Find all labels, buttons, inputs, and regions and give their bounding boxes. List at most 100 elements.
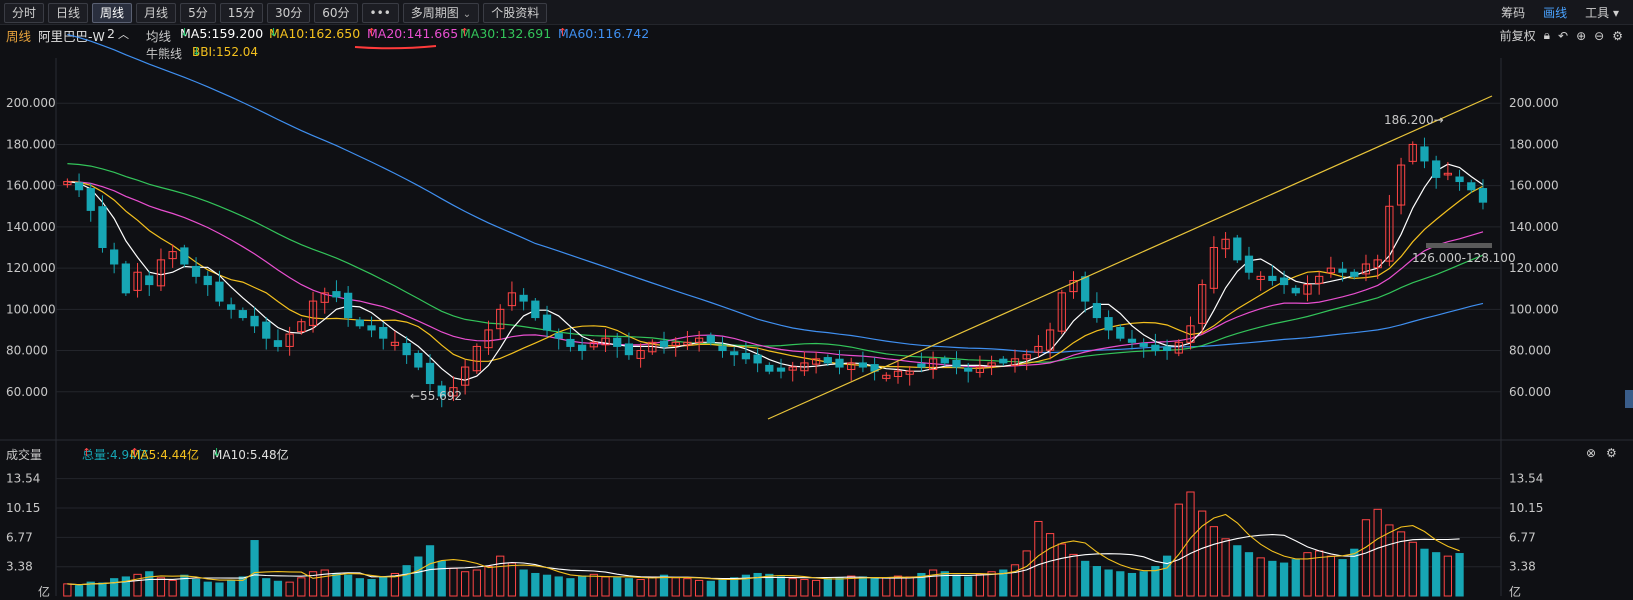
candle-body <box>262 321 271 339</box>
tab-monthly[interactable]: 月线 <box>136 3 177 23</box>
volume-bar <box>893 575 903 597</box>
candle-body <box>706 335 715 343</box>
tab-multi-period[interactable]: 多周期图 ⌄ <box>402 3 480 23</box>
volume-bar <box>1162 555 1172 597</box>
volume-bar <box>519 569 528 597</box>
candle-body <box>355 319 364 327</box>
volume-tick-left: 3.38 <box>6 560 33 574</box>
candle-body <box>1069 279 1078 293</box>
volume-bar <box>1408 541 1417 597</box>
volume-bar <box>1361 519 1371 597</box>
candle-body <box>390 341 400 346</box>
volume-bar <box>589 573 598 597</box>
volume-bar <box>659 574 669 597</box>
tab-more[interactable]: ••• <box>361 3 399 23</box>
candle-body <box>928 358 938 371</box>
price-tick-right: 80.000 <box>1509 344 1551 358</box>
volume-bar <box>238 576 247 597</box>
tab-15min[interactable]: 15分 <box>219 3 263 23</box>
volume-bar <box>1022 550 1031 597</box>
volume-bar <box>1268 560 1277 597</box>
candle-body <box>1116 326 1125 339</box>
volume-bar <box>332 572 341 597</box>
volume-bar <box>344 574 353 597</box>
chevron-up-icon[interactable]: ︿ <box>118 28 129 41</box>
tab-30min[interactable]: 30分 <box>266 3 311 23</box>
candle-body <box>1092 303 1102 319</box>
adjust-mode[interactable]: 前复权 <box>1499 29 1536 43</box>
candle-body <box>905 370 914 375</box>
candle-body <box>180 247 189 265</box>
ma10-line <box>67 180 1484 369</box>
price-tick-left: 180.000 <box>6 137 56 151</box>
ma20-line <box>67 180 1484 368</box>
volume-bar <box>800 579 809 597</box>
volume-bar <box>1104 569 1113 597</box>
candle-body <box>227 304 236 310</box>
volume-bar <box>1057 543 1066 597</box>
settings-icon[interactable]: ⚙ <box>1612 28 1623 43</box>
candle-body <box>1034 345 1043 353</box>
candle-body <box>484 329 493 349</box>
candle-body <box>344 292 353 319</box>
close-icon[interactable]: ⊗ <box>1586 446 1597 460</box>
undo-icon[interactable]: ↶ <box>1558 28 1569 43</box>
tab-daily[interactable]: 日线 <box>48 3 89 23</box>
volume-bar <box>1151 566 1160 597</box>
chips-button[interactable]: 筹码 <box>1501 6 1526 20</box>
tab-60min[interactable]: 60分 <box>314 3 358 23</box>
volume-bar <box>1350 548 1359 597</box>
price-tick-left: 80.000 <box>6 344 48 358</box>
candle-body <box>332 291 341 298</box>
volume-bar <box>1443 555 1452 597</box>
candle-body <box>215 281 224 302</box>
candle-body <box>683 341 692 346</box>
ma-label: 均线 <box>146 29 172 44</box>
candle-body <box>858 362 868 368</box>
candle-body <box>893 370 903 378</box>
volume-bar <box>98 582 107 597</box>
candle-body <box>1022 354 1031 360</box>
volume-bar <box>191 579 201 597</box>
volume-bar <box>133 573 142 597</box>
volume-bar <box>624 578 634 597</box>
volume-bar <box>823 578 832 597</box>
price-tick-right: 60.000 <box>1509 385 1551 399</box>
candle-body <box>1291 287 1300 294</box>
volume-bar <box>1010 564 1020 597</box>
candle-body <box>1186 325 1195 343</box>
draw-line-button[interactable]: 画线 <box>1543 6 1568 20</box>
candle-body <box>542 314 552 331</box>
volume-bar <box>285 581 294 597</box>
candle-body <box>917 363 926 368</box>
tab-intraday[interactable]: 分时 <box>4 3 45 23</box>
zoom-out-icon[interactable]: ⊖ <box>1594 28 1605 43</box>
candle-body <box>577 344 587 352</box>
zoom-in-icon[interactable]: ⊕ <box>1576 28 1587 43</box>
candle-body <box>250 315 259 327</box>
tab-5min[interactable]: 5分 <box>180 3 216 23</box>
candle-body <box>1244 255 1254 273</box>
candle-body <box>121 263 130 294</box>
volume-bar <box>110 578 119 597</box>
volume-bar <box>449 567 458 597</box>
candle-body <box>531 300 540 319</box>
scroll-handle[interactable] <box>1625 390 1633 408</box>
tab-weekly[interactable]: 周线 <box>92 3 133 23</box>
candle-body <box>86 188 95 211</box>
candle-body <box>1467 182 1476 191</box>
settings-icon[interactable]: ⚙ <box>1606 446 1617 460</box>
candle-body <box>1256 275 1265 280</box>
candle-body <box>601 337 610 346</box>
price-tick-right: 180.000 <box>1509 137 1559 151</box>
candle-body <box>285 333 294 347</box>
candle-body <box>1127 338 1137 343</box>
candle-body <box>1455 176 1464 183</box>
tab-stock-info[interactable]: 个股资料 <box>483 3 548 23</box>
volume-bar <box>461 571 470 597</box>
lock-icon[interactable]: 🔒︎ <box>1543 28 1551 42</box>
tools-menu[interactable]: 工具 ▾ <box>1585 4 1619 21</box>
volume-bar <box>121 576 130 597</box>
candle-body <box>1198 284 1207 324</box>
